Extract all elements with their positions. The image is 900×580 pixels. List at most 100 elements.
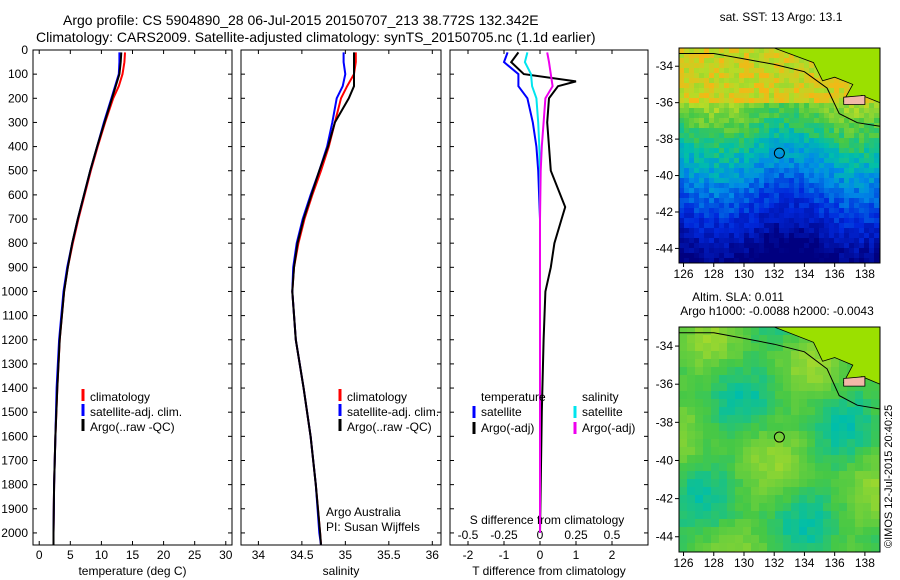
- map-cell: [759, 198, 765, 204]
- map-cell: [749, 218, 755, 224]
- map-cell: [679, 479, 688, 488]
- map-cell: [774, 88, 780, 94]
- map-cell: [767, 495, 776, 504]
- map-cell: [744, 78, 750, 84]
- map-cell: [794, 168, 800, 174]
- map-cell: [814, 148, 820, 154]
- map-cell: [704, 63, 710, 69]
- map-cell: [694, 48, 700, 54]
- map-cell: [839, 519, 848, 528]
- map-cell: [703, 463, 712, 472]
- map-cell: [703, 543, 712, 552]
- map-cell: [849, 208, 855, 214]
- map-cell: [844, 233, 850, 239]
- map-cell: [824, 163, 830, 169]
- map-cell: [839, 158, 845, 164]
- map-cell: [699, 133, 705, 139]
- map-cell: [784, 143, 790, 149]
- map-cell: [794, 63, 800, 69]
- map-cell: [847, 543, 856, 552]
- map-cell: [734, 178, 740, 184]
- map-cell: [694, 188, 700, 194]
- map-cell: [679, 258, 685, 263]
- map-cell: [699, 128, 705, 134]
- map-cell: [687, 503, 696, 512]
- map-cell: [864, 228, 870, 234]
- map-cell: [834, 213, 840, 219]
- map-cell: [744, 138, 750, 144]
- map-cell: [849, 128, 855, 134]
- map-cell: [824, 138, 830, 144]
- map-cell: [829, 123, 835, 129]
- map-cell: [839, 391, 848, 400]
- map-cell: [735, 351, 744, 360]
- map-cell: [724, 78, 730, 84]
- map-cell: [789, 178, 795, 184]
- x-tick-label: 0: [537, 548, 544, 562]
- map-cell: [789, 113, 795, 119]
- map-cell: [844, 183, 850, 189]
- map-cell: [784, 88, 790, 94]
- map-cell: [711, 367, 720, 376]
- map-cell: [754, 138, 760, 144]
- map-cell: [831, 391, 840, 400]
- map-cell: [809, 168, 815, 174]
- map-cell: [839, 193, 845, 199]
- map-cell: [831, 423, 840, 432]
- map-cell: [703, 383, 712, 392]
- map-cell: [829, 253, 835, 259]
- y-tick-label: 1600: [1, 429, 28, 443]
- map-cell: [759, 367, 768, 376]
- map-cell: [764, 178, 770, 184]
- map-cell: [804, 258, 810, 263]
- map-cell: [809, 123, 815, 129]
- map-cell: [834, 178, 840, 184]
- map-cell: [824, 233, 830, 239]
- lat-tick-label: -38: [656, 415, 674, 429]
- map-cell: [859, 223, 865, 229]
- map-cell: [779, 138, 785, 144]
- map-cell: [839, 103, 845, 109]
- map-cell: [724, 128, 730, 134]
- x-tick-label: 10: [95, 548, 109, 562]
- map-cell: [863, 439, 872, 448]
- map-cell: [744, 123, 750, 129]
- map-cell: [735, 415, 744, 424]
- map-cell: [831, 471, 840, 480]
- map-cell: [839, 511, 848, 520]
- map-cell: [709, 48, 715, 54]
- map-cell: [794, 128, 800, 134]
- map-cell: [844, 243, 850, 249]
- map-cell: [743, 543, 752, 552]
- map-cell: [839, 431, 848, 440]
- map-cell: [783, 399, 792, 408]
- map-cell: [739, 98, 745, 104]
- map-cell: [714, 123, 720, 129]
- map-cell: [799, 173, 805, 179]
- map-cell: [829, 163, 835, 169]
- map-cell: [775, 439, 784, 448]
- map-cell: [794, 258, 800, 263]
- map-cell: [679, 343, 688, 352]
- map-cell: [774, 148, 780, 154]
- map-cell: [859, 188, 865, 194]
- map-cell: [794, 193, 800, 199]
- map-cell: [679, 511, 688, 520]
- map-cell: [704, 73, 710, 79]
- lon-tick-label: 128: [704, 267, 724, 281]
- map-cell: [794, 73, 800, 79]
- map-cell: [799, 143, 805, 149]
- map-cell: [714, 248, 720, 254]
- map-cell: [779, 53, 785, 59]
- map-cell: [783, 431, 792, 440]
- map-cell: [784, 128, 790, 134]
- map-cell: [749, 228, 755, 234]
- map-cell: [719, 543, 728, 552]
- map-cell: [794, 158, 800, 164]
- map-cell: [729, 153, 735, 159]
- map-cell: [687, 431, 696, 440]
- map-cell: [694, 153, 700, 159]
- map-cell: [764, 48, 770, 54]
- map-cell: [839, 479, 848, 488]
- map-cell: [694, 93, 700, 99]
